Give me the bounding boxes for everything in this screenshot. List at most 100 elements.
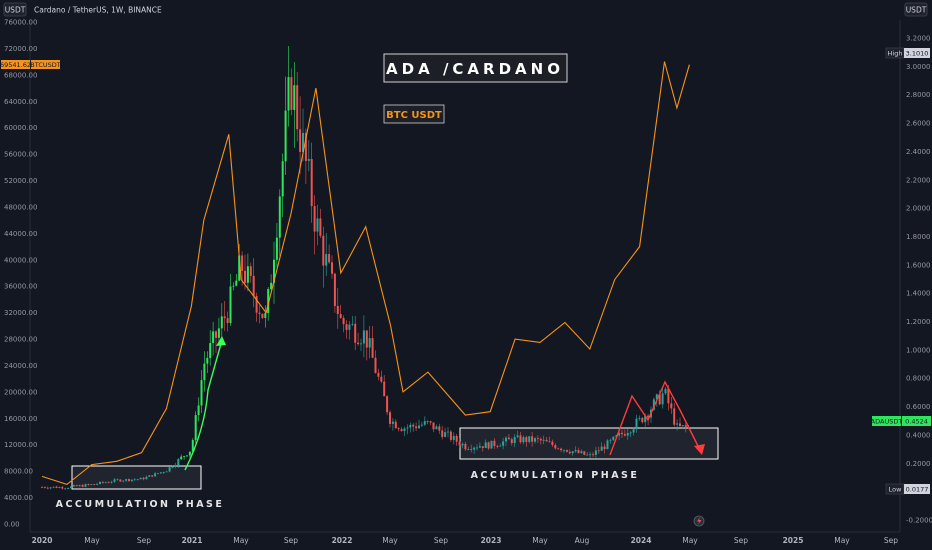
candle-body bbox=[241, 255, 244, 271]
candle-body bbox=[174, 465, 177, 467]
time-axis-tick-label: May bbox=[84, 536, 100, 545]
candle-body bbox=[217, 328, 220, 338]
candle-body bbox=[522, 437, 525, 443]
candle-body bbox=[284, 110, 287, 162]
lightning-icon[interactable] bbox=[693, 515, 705, 527]
candle-body bbox=[319, 218, 322, 236]
candle-body bbox=[409, 424, 412, 428]
time-axis-tick-label: May bbox=[233, 536, 249, 545]
ada-current-badge: ADAUSDT 0.4524 bbox=[871, 416, 931, 426]
candle-body bbox=[122, 480, 125, 482]
candle-body bbox=[165, 471, 168, 473]
candle-body bbox=[226, 318, 229, 324]
right-axis-tick-label: 1.2000 bbox=[906, 318, 931, 326]
candle-body bbox=[455, 435, 458, 442]
right-axis-tick-label: 2.0000 bbox=[906, 205, 931, 213]
low-label: Low bbox=[889, 486, 902, 494]
time-axis-tick-label: 2024 bbox=[631, 536, 652, 545]
candle-body bbox=[304, 132, 307, 161]
candle-body bbox=[64, 488, 67, 490]
left-axis-tick-label: 52000.00 bbox=[4, 177, 37, 185]
candle-body bbox=[238, 255, 241, 281]
time-axis-tick-label: 2021 bbox=[182, 536, 203, 545]
candle-body bbox=[681, 425, 684, 426]
candle-body bbox=[423, 421, 426, 425]
candle-body bbox=[325, 254, 328, 266]
candle-body bbox=[606, 440, 609, 450]
candle-body bbox=[99, 481, 101, 484]
candle-body bbox=[536, 438, 539, 439]
candle-body bbox=[670, 403, 673, 409]
candle-body bbox=[499, 445, 502, 447]
time-axis-tick-label: Sep bbox=[284, 536, 298, 545]
candle-body bbox=[339, 314, 342, 319]
time-axis-tick-label: May bbox=[834, 536, 850, 545]
candle-body bbox=[278, 196, 281, 238]
high-value-bg bbox=[904, 48, 930, 58]
candle-body bbox=[142, 477, 145, 480]
candle-body bbox=[612, 436, 615, 440]
candle-body bbox=[81, 485, 84, 487]
candle-body bbox=[487, 442, 490, 449]
candle-body bbox=[246, 266, 249, 283]
candle-body bbox=[43, 486, 46, 488]
right-axis-tick-label: 3.0000 bbox=[906, 63, 931, 71]
left-price-axis[interactable]: 76000.00 72000.00 68000.00 64000.00 60000.00… bbox=[4, 19, 37, 529]
red-zigzag-line bbox=[609, 380, 701, 456]
candle-body bbox=[331, 262, 333, 274]
candle-body bbox=[351, 323, 354, 325]
candle-body bbox=[679, 423, 681, 426]
candle-body bbox=[87, 484, 90, 485]
candle-body bbox=[322, 235, 325, 266]
candle-body bbox=[273, 259, 275, 283]
time-axis-tick-label: Aug bbox=[575, 536, 590, 545]
candle-body bbox=[644, 415, 647, 423]
left-currency-button[interactable] bbox=[3, 2, 27, 17]
candle-body bbox=[345, 324, 348, 330]
candle-body bbox=[626, 433, 629, 436]
candle-body bbox=[78, 485, 81, 487]
candle-body bbox=[449, 431, 452, 440]
candle-body bbox=[310, 158, 313, 207]
right-price-axis[interactable]: 3.2000 3.0000 2.8000 2.6000 2.4000 2.2000 2.00… bbox=[906, 35, 932, 525]
candle-body bbox=[215, 331, 217, 338]
candle-body bbox=[46, 487, 49, 489]
time-axis[interactable]: 2020 May Sep 2021 May Sep 2022 May Sep 2023 May Aug… bbox=[32, 536, 899, 545]
time-axis-tick-label: Sep bbox=[734, 536, 748, 545]
candle-body bbox=[235, 280, 238, 286]
candle-body bbox=[551, 441, 554, 446]
candle-body bbox=[560, 448, 563, 451]
right-axis-tick-label: 0.4000 bbox=[906, 431, 931, 439]
candle-body bbox=[162, 472, 165, 473]
candle-body bbox=[600, 446, 603, 451]
candle-body bbox=[287, 77, 290, 111]
candle-body bbox=[168, 467, 171, 472]
symbol-title: Cardano / TetherUS, 1W, BINANCE bbox=[34, 6, 162, 15]
candle-body bbox=[577, 450, 580, 453]
candle-body bbox=[72, 485, 75, 487]
candle-body bbox=[478, 446, 481, 448]
left-axis-tick-label: 32000.00 bbox=[4, 309, 37, 317]
candle-body bbox=[484, 442, 487, 449]
candle-body bbox=[180, 456, 183, 460]
candle-body bbox=[658, 394, 661, 405]
candle-body bbox=[441, 430, 444, 437]
candle-body bbox=[383, 381, 386, 397]
red-arrow-head bbox=[694, 444, 705, 455]
candle-body bbox=[333, 273, 336, 306]
candle-body bbox=[267, 289, 270, 314]
high-value: 3.1010 bbox=[906, 50, 929, 58]
candle-body bbox=[609, 439, 612, 441]
time-axis-tick-label: May bbox=[382, 536, 398, 545]
btc-label-box bbox=[383, 104, 445, 124]
right-currency-button[interactable] bbox=[904, 2, 928, 17]
candle-body bbox=[641, 417, 644, 423]
candle-body bbox=[249, 266, 252, 276]
candle-body bbox=[394, 421, 397, 429]
candle-body bbox=[307, 158, 310, 161]
left-currency-label: USDT bbox=[5, 6, 26, 15]
candle-body bbox=[542, 439, 545, 441]
candle-body bbox=[107, 482, 110, 484]
candle-body bbox=[377, 372, 380, 377]
